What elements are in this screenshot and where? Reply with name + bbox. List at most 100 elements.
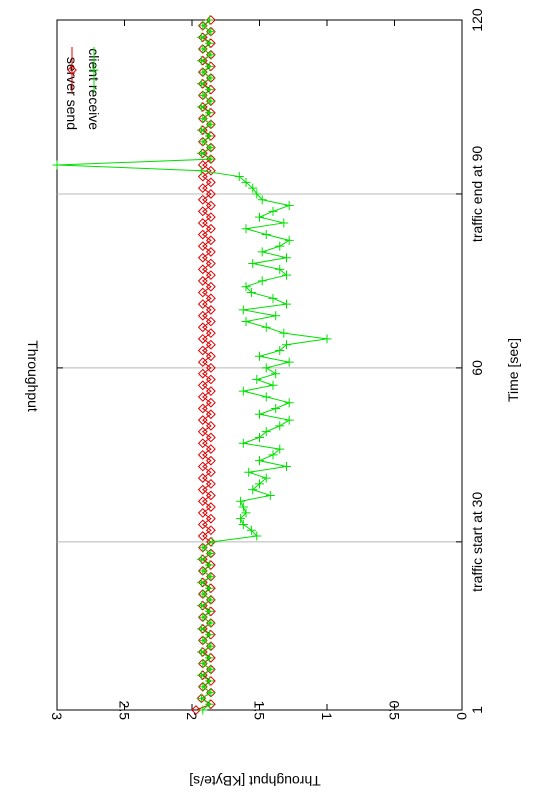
data-point-client-receive — [207, 537, 217, 547]
data-point-client-receive — [282, 270, 291, 280]
data-point-server-send — [197, 218, 208, 228]
data-point-server-send — [197, 519, 208, 530]
data-point-client-receive — [271, 403, 281, 413]
data-point-client-receive — [52, 160, 62, 170]
data-point-server-send — [197, 310, 208, 321]
data-point-client-receive — [246, 288, 256, 298]
data-point-server-send — [197, 194, 208, 205]
data-point-server-send — [197, 484, 208, 495]
data-point-client-receive — [248, 183, 258, 193]
data-point-client-receive — [205, 699, 215, 709]
data-point-server-send — [197, 241, 208, 252]
data-point-server-send — [205, 247, 216, 257]
data-point-client-receive — [206, 154, 216, 164]
data-point-server-send — [197, 171, 208, 182]
data-point-client-receive — [196, 148, 206, 158]
data-point-client-receive — [205, 38, 215, 48]
data-point-server-send — [205, 15, 216, 25]
data-point-client-receive — [196, 624, 206, 634]
data-point-server-send — [205, 223, 216, 234]
data-point-client-receive — [196, 166, 206, 176]
data-point-server-send — [205, 270, 216, 281]
y-tick-label: 2 — [184, 712, 200, 720]
x-tick-label: 1 — [469, 706, 485, 714]
data-point-server-send — [197, 276, 208, 286]
data-point-client-receive — [236, 514, 246, 524]
data-point-client-receive — [282, 461, 291, 471]
data-point-server-send — [197, 507, 208, 518]
data-point-client-receive — [196, 647, 206, 657]
data-point-client-receive — [261, 392, 271, 402]
data-point-client-receive — [238, 502, 248, 512]
data-point-client-receive — [284, 235, 294, 245]
data-point-client-receive — [255, 456, 264, 466]
data-point-server-send — [197, 125, 208, 136]
data-point-client-receive — [252, 531, 262, 541]
data-point-client-receive — [261, 363, 271, 373]
data-point-client-receive — [205, 630, 215, 640]
data-point-client-receive — [205, 653, 215, 663]
data-point-server-send — [197, 449, 208, 460]
data-point-server-send — [197, 600, 208, 611]
data-point-server-send — [205, 397, 216, 408]
data-point-client-receive — [252, 189, 262, 199]
data-point-client-receive — [238, 305, 248, 315]
data-point-server-send — [197, 78, 208, 89]
data-point-client-receive — [198, 589, 208, 599]
data-point-client-receive — [271, 369, 281, 379]
data-point-server-send — [197, 415, 208, 425]
data-point-client-receive — [255, 212, 264, 222]
data-point-client-receive — [198, 705, 208, 715]
data-point-client-receive — [241, 224, 251, 234]
data-point-server-send — [205, 409, 216, 420]
data-point-client-receive — [206, 548, 216, 558]
data-point-client-receive — [205, 560, 215, 570]
data-point-client-receive — [255, 479, 264, 489]
data-point-client-receive — [255, 409, 264, 419]
data-point-client-receive — [196, 79, 206, 89]
data-point-server-send — [205, 455, 216, 466]
data-point-server-send — [205, 490, 216, 501]
data-point-server-send — [205, 525, 216, 536]
data-point-server-send — [197, 623, 208, 634]
data-point-client-receive — [248, 485, 258, 495]
data-point-server-send — [205, 351, 216, 362]
y-tick-label: 0 — [454, 712, 470, 720]
data-point-client-receive — [284, 357, 294, 367]
data-point-client-receive — [198, 44, 208, 54]
data-point-client-receive — [198, 659, 208, 669]
data-point-server-send — [197, 229, 208, 240]
data-point-server-send — [205, 235, 216, 246]
data-point-server-send — [205, 467, 216, 478]
data-point-client-receive — [196, 670, 206, 680]
data-point-client-receive — [198, 137, 208, 147]
data-point-client-receive — [205, 85, 215, 95]
data-point-server-send — [197, 461, 208, 472]
data-point-server-send — [205, 293, 216, 304]
data-point-client-receive — [196, 56, 206, 66]
data-point-server-send — [197, 403, 208, 414]
data-point-client-receive — [244, 467, 254, 477]
data-point-client-receive — [255, 432, 264, 442]
data-point-server-send — [205, 328, 216, 339]
x-annotation-label: traffic start at 30 — [469, 492, 485, 592]
data-point-server-send — [197, 55, 208, 66]
data-point-client-receive — [275, 241, 285, 251]
data-point-client-receive — [275, 264, 285, 274]
data-point-server-send — [197, 438, 208, 449]
data-point-client-receive — [275, 421, 285, 431]
data-point-server-send — [197, 554, 208, 565]
data-point-server-send — [197, 148, 208, 159]
x-axis-label: Time [sec] — [505, 338, 521, 402]
x-annotation-label: traffic end at 90 — [469, 146, 485, 242]
data-point-server-send — [205, 374, 216, 385]
data-point-client-receive — [238, 519, 248, 529]
data-point-client-receive — [261, 230, 271, 240]
data-point-client-receive — [275, 444, 285, 454]
data-point-client-receive — [268, 293, 278, 303]
data-point-client-receive — [198, 21, 208, 31]
data-point-server-send — [205, 386, 216, 396]
x-tick-label: 60 — [469, 360, 485, 376]
data-point-client-receive — [322, 334, 332, 344]
